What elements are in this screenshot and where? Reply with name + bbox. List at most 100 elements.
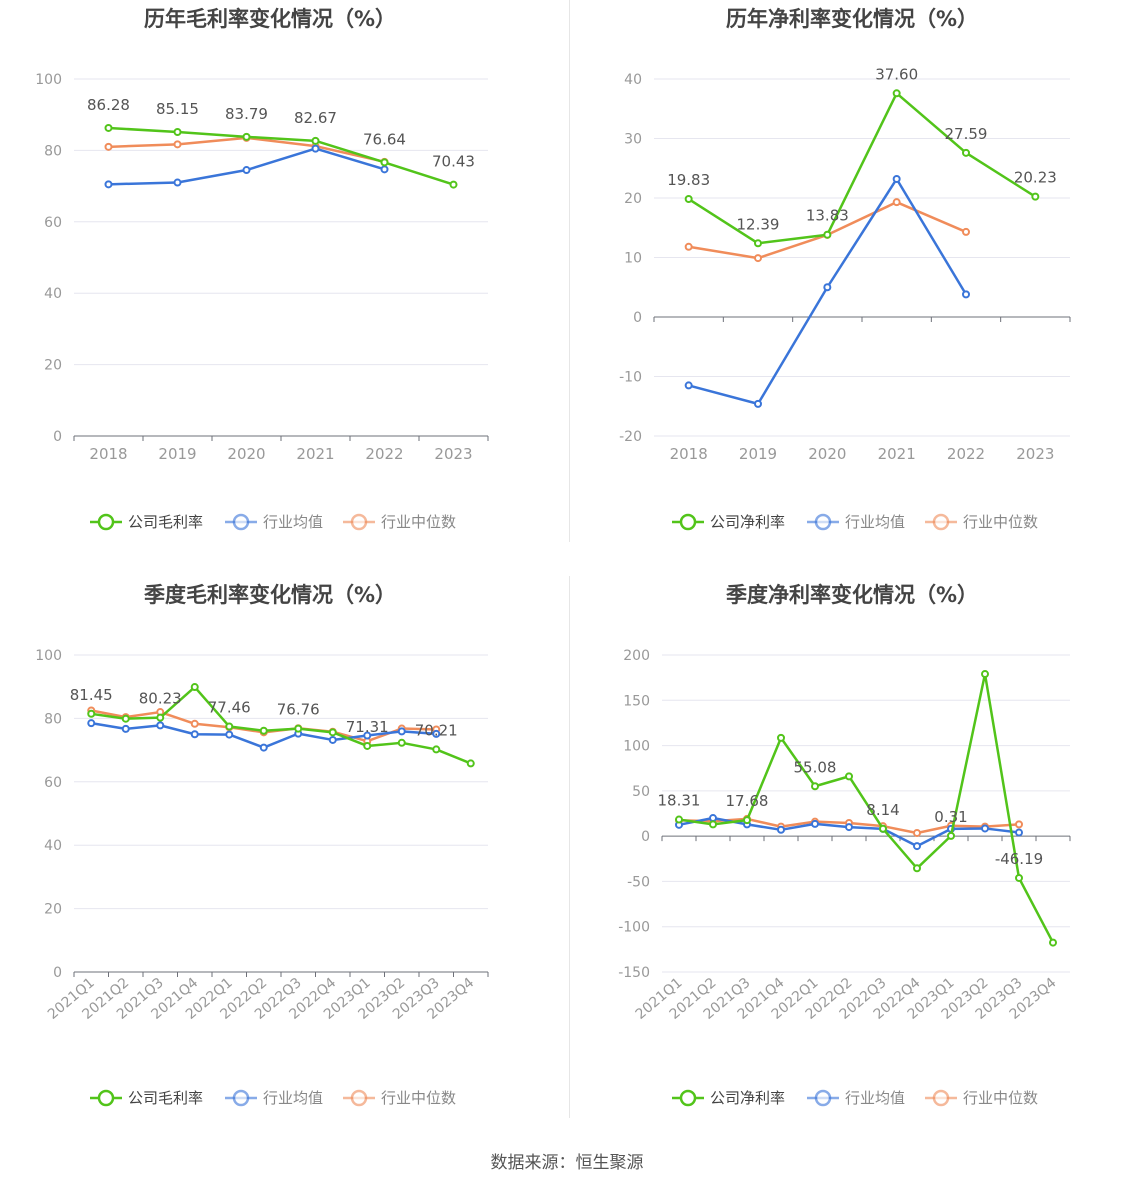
data-point-avg[interactable] bbox=[363, 731, 372, 740]
data-point-avg[interactable] bbox=[892, 174, 901, 183]
data-point-median[interactable] bbox=[684, 242, 693, 251]
data-point-company[interactable] bbox=[225, 722, 234, 731]
data-point-avg[interactable] bbox=[823, 283, 832, 292]
data-point-company[interactable] bbox=[432, 745, 441, 754]
data-point-company[interactable] bbox=[190, 683, 199, 692]
legend-item-avg[interactable]: 行业均值 bbox=[807, 1089, 905, 1107]
data-point-company[interactable] bbox=[328, 728, 337, 737]
data-point-company[interactable] bbox=[173, 128, 182, 137]
x-tick-label: 2023 bbox=[1016, 445, 1054, 463]
data-point-avg[interactable] bbox=[259, 743, 268, 752]
legend-item-avg[interactable]: 行业均值 bbox=[225, 1089, 323, 1107]
y-tick-label: 0 bbox=[53, 965, 62, 981]
data-point-company[interactable] bbox=[1031, 192, 1040, 201]
data-point-company[interactable] bbox=[380, 158, 389, 167]
data-point-company[interactable] bbox=[294, 724, 303, 733]
data-point-median[interactable] bbox=[190, 719, 199, 728]
legend-item-median[interactable]: 行业中位数 bbox=[925, 513, 1038, 531]
data-point-company[interactable] bbox=[87, 709, 96, 718]
data-point-company[interactable] bbox=[845, 772, 853, 781]
data-point-company[interactable] bbox=[981, 670, 989, 679]
data-point-company[interactable] bbox=[684, 195, 693, 204]
data-point-company[interactable] bbox=[1049, 938, 1057, 947]
data-point-avg[interactable] bbox=[777, 825, 785, 834]
data-point-avg[interactable] bbox=[962, 290, 970, 299]
data-point-avg[interactable] bbox=[1015, 828, 1023, 837]
data-point-median[interactable] bbox=[104, 142, 113, 151]
data-point-avg[interactable] bbox=[190, 730, 199, 739]
legend-label: 公司净利率 bbox=[710, 513, 785, 531]
data-point-avg[interactable] bbox=[845, 823, 853, 832]
y-tick-label: 40 bbox=[44, 286, 62, 302]
data-point-company[interactable] bbox=[811, 782, 819, 791]
data-point-company[interactable] bbox=[823, 230, 832, 239]
data-point-avg[interactable] bbox=[811, 819, 819, 828]
data-point-avg[interactable] bbox=[87, 719, 96, 728]
data-point-company[interactable] bbox=[743, 816, 751, 825]
data-point-avg[interactable] bbox=[380, 165, 389, 174]
data-point-avg[interactable] bbox=[242, 166, 251, 175]
data-point-company[interactable] bbox=[675, 815, 683, 824]
data-point-median[interactable] bbox=[892, 198, 901, 207]
data-point-company[interactable] bbox=[259, 726, 268, 735]
data-point-company[interactable] bbox=[397, 738, 406, 747]
data-point-company[interactable] bbox=[449, 180, 458, 189]
legend-item-company[interactable]: 公司毛利率 bbox=[90, 1089, 203, 1107]
data-point-company[interactable] bbox=[892, 89, 901, 98]
data-point-avg[interactable] bbox=[156, 721, 165, 730]
data-point-median[interactable] bbox=[913, 828, 921, 837]
legend-item-median[interactable]: 行业中位数 bbox=[343, 513, 456, 531]
data-point-avg[interactable] bbox=[104, 180, 113, 189]
data-label: 76.64 bbox=[363, 130, 406, 148]
data-point-avg[interactable] bbox=[225, 730, 234, 739]
data-point-avg[interactable] bbox=[684, 381, 693, 390]
data-point-median[interactable] bbox=[173, 140, 182, 149]
data-point-company[interactable] bbox=[913, 864, 921, 873]
data-point-company[interactable] bbox=[777, 733, 785, 742]
data-point-company[interactable] bbox=[311, 136, 320, 145]
data-point-company[interactable] bbox=[709, 820, 717, 829]
series-line-company bbox=[91, 685, 472, 765]
legend-item-company[interactable]: 公司净利率 bbox=[672, 513, 785, 531]
data-point-avg[interactable] bbox=[311, 144, 320, 153]
data-point-company[interactable] bbox=[156, 713, 165, 722]
data-point-median[interactable] bbox=[754, 254, 762, 263]
data-point-avg[interactable] bbox=[173, 178, 182, 187]
data-point-company[interactable] bbox=[947, 831, 955, 840]
data-point-company[interactable] bbox=[879, 824, 887, 833]
data-point-avg[interactable] bbox=[709, 814, 717, 823]
legend-marker bbox=[97, 1089, 115, 1107]
data-point-company[interactable] bbox=[466, 759, 475, 768]
data-point-company[interactable] bbox=[962, 148, 970, 157]
data-point-company[interactable] bbox=[754, 239, 762, 248]
legend-item-avg[interactable]: 行业均值 bbox=[225, 513, 323, 531]
legend-item-median[interactable]: 行业中位数 bbox=[343, 1089, 456, 1107]
y-tick-label: 20 bbox=[624, 191, 642, 207]
data-label: 86.28 bbox=[87, 96, 130, 114]
legend-item-median[interactable]: 行业中位数 bbox=[925, 1089, 1038, 1107]
data-point-avg[interactable] bbox=[397, 727, 406, 736]
data-point-company[interactable] bbox=[1015, 873, 1023, 882]
legend-item-avg[interactable]: 行业均值 bbox=[807, 513, 905, 531]
data-point-avg[interactable] bbox=[328, 735, 337, 744]
data-point-median[interactable] bbox=[962, 227, 970, 236]
data-point-avg[interactable] bbox=[913, 842, 921, 851]
data-point-median[interactable] bbox=[1015, 820, 1023, 829]
data-point-company[interactable] bbox=[363, 741, 372, 750]
data-point-avg[interactable] bbox=[121, 724, 130, 733]
quarterly-net-margin-chart: 季度净利率变化情况（%）-150-100-500501001502002021Q… bbox=[618, 583, 1071, 1107]
y-tick-label: -20 bbox=[619, 429, 642, 445]
legend-item-company[interactable]: 公司毛利率 bbox=[90, 513, 203, 531]
legend-item-company[interactable]: 公司净利率 bbox=[672, 1089, 785, 1107]
data-point-avg[interactable] bbox=[981, 824, 989, 833]
data-point-company[interactable] bbox=[104, 123, 113, 132]
legend-marker bbox=[232, 513, 250, 531]
data-label: 71.31 bbox=[346, 718, 389, 736]
data-point-avg[interactable] bbox=[754, 399, 762, 408]
data-label: 17.68 bbox=[726, 792, 769, 810]
data-label: 37.60 bbox=[875, 65, 918, 83]
data-point-avg[interactable] bbox=[432, 729, 441, 738]
data-point-company[interactable] bbox=[121, 714, 130, 723]
data-point-company[interactable] bbox=[242, 132, 251, 141]
x-tick-label: 2020 bbox=[227, 445, 265, 463]
